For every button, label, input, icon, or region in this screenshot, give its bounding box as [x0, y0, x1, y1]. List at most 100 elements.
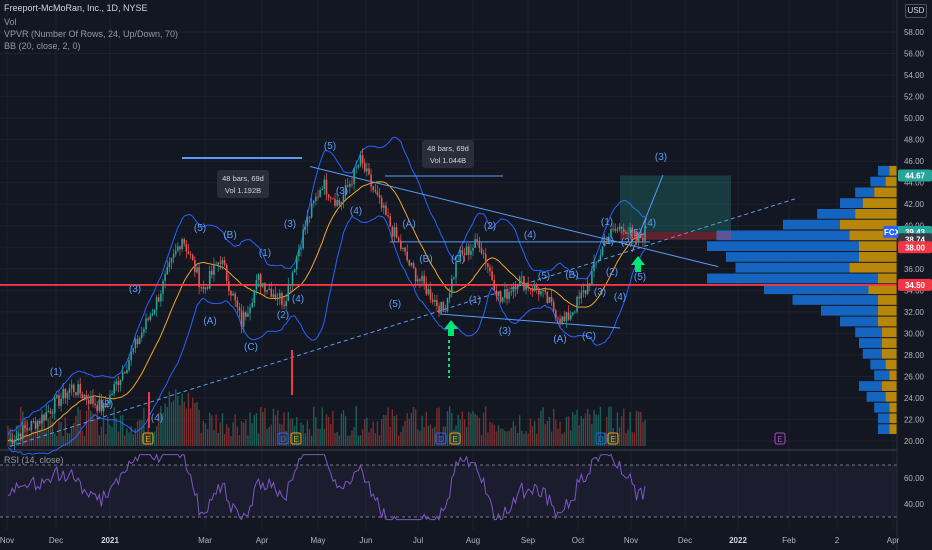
- candle-body: [393, 227, 396, 237]
- time-tick-label: 2: [835, 536, 840, 545]
- price-tick-label: 20.00: [904, 437, 925, 446]
- candle-body: [225, 264, 228, 281]
- volume-bar: [87, 406, 90, 446]
- price-tick-label: 32.00: [904, 308, 925, 317]
- indicator-bb[interactable]: BB (20, close, 2, 0): [4, 41, 81, 51]
- candle-body: [540, 291, 542, 295]
- volume-bar: [94, 418, 96, 446]
- volume-bar: [427, 425, 430, 446]
- bollinger-upper: [7, 136, 646, 435]
- volume-bar: [128, 432, 130, 446]
- volume-bar: [43, 418, 45, 446]
- candle-body: [281, 293, 283, 305]
- candle-body: [463, 253, 466, 255]
- candle-body: [361, 155, 364, 164]
- candle-body: [285, 301, 287, 307]
- indicator-vol[interactable]: Vol: [4, 17, 17, 27]
- candle-body: [308, 216, 311, 218]
- volume-bar: [149, 433, 151, 446]
- candle-body: [527, 283, 530, 289]
- candle-body: [433, 299, 436, 303]
- price-tick-label: 52.00: [904, 93, 925, 102]
- volume-bar: [417, 429, 419, 446]
- indicator-rsi[interactable]: RSI (14, close): [4, 455, 64, 465]
- volume-bar: [281, 424, 283, 446]
- vpvr-down: [885, 176, 897, 187]
- vpvr-down: [878, 316, 897, 327]
- candle-body: [83, 395, 86, 399]
- candle-body: [563, 316, 566, 322]
- candle-body: [633, 232, 636, 234]
- candle-body: [535, 284, 538, 290]
- rsi-pane: [0, 453, 897, 521]
- volume-bar: [96, 408, 98, 446]
- volume-bar: [591, 424, 593, 446]
- candle-body: [143, 328, 145, 333]
- volume-bar: [523, 433, 525, 446]
- volume-bar: [544, 423, 546, 446]
- volume-bar: [340, 413, 343, 446]
- event-marker: [449, 432, 461, 445]
- candle-body: [461, 250, 464, 254]
- volume-bar: [404, 420, 406, 446]
- candle-body: [627, 232, 629, 234]
- vpvr-up: [866, 391, 886, 402]
- volume-bar: [391, 409, 394, 446]
- candle-body: [457, 260, 459, 263]
- vpvr-up: [874, 402, 890, 413]
- event-marker: [142, 432, 154, 445]
- candle-body: [109, 394, 111, 405]
- time-axis[interactable]: Nov Dec 2021 Mar Apr May Jun Jul Aug Sep Oct Nov Dec…: [0, 536, 900, 545]
- candle-body: [514, 286, 517, 290]
- price-axis[interactable]: 58.00 56.00 54.00 52.00 50.00 48.00 46.00 44.00…: [883, 0, 932, 550]
- vpvr-down: [881, 381, 897, 391]
- candle-body: [85, 395, 88, 400]
- candle-body: [355, 167, 358, 169]
- candle-body: [349, 183, 351, 187]
- volume-bar: [37, 426, 39, 446]
- candle-body: [614, 228, 617, 231]
- symbol-title[interactable]: Freeport-McMoRan, Inc., 1D, NYSE: [4, 3, 148, 13]
- candle-body: [414, 268, 417, 282]
- volume-bar: [491, 422, 493, 446]
- drawings[interactable]: 48 bars, 69d Vol 1.192B 48 bars, 69d Vol 1.…: [0, 136, 897, 456]
- volume-bar: [470, 413, 472, 446]
- currency-button[interactable]: USD: [905, 4, 927, 18]
- volume-bar: [463, 419, 466, 446]
- candle-body: [625, 231, 627, 234]
- indicator-vpvr[interactable]: VPVR (Number Of Rows, 24, Up/Down, 70): [4, 29, 179, 39]
- wave-label: (5): [324, 141, 336, 152]
- volume-bar: [276, 409, 279, 446]
- candle-body: [406, 251, 408, 261]
- volume-bar: [66, 433, 69, 446]
- candle-body: [242, 312, 245, 327]
- wave-label: (3): [594, 287, 606, 298]
- wave-label: (4): [292, 294, 304, 305]
- volume-bar: [446, 411, 449, 446]
- candle-body: [518, 277, 521, 286]
- rsi-tick-label: 40.00: [904, 500, 925, 509]
- candle-body: [332, 198, 334, 200]
- price-tag-text: 34.50: [905, 281, 926, 290]
- wave-label: (C): [451, 254, 465, 265]
- vpvr-down: [889, 424, 897, 434]
- candle-body: [470, 250, 472, 255]
- candle-body: [586, 283, 589, 294]
- vpvr-down: [881, 348, 897, 359]
- volume-bar: [406, 413, 408, 446]
- volume-bar: [397, 435, 400, 446]
- event-marker-letter: D: [280, 435, 286, 444]
- volume-bar: [578, 425, 580, 446]
- candle-body: [329, 197, 332, 199]
- volume-bar: [45, 429, 47, 446]
- volume-bar: [306, 420, 309, 446]
- volume-bar: [423, 427, 425, 446]
- price-tag: [898, 169, 932, 182]
- rsi-tick-label: 60.00: [904, 474, 925, 483]
- candle-body: [550, 297, 553, 302]
- volume-bar: [77, 407, 79, 446]
- candle-body: [98, 399, 101, 411]
- candle-body: [149, 315, 152, 320]
- volume-bar: [238, 435, 241, 446]
